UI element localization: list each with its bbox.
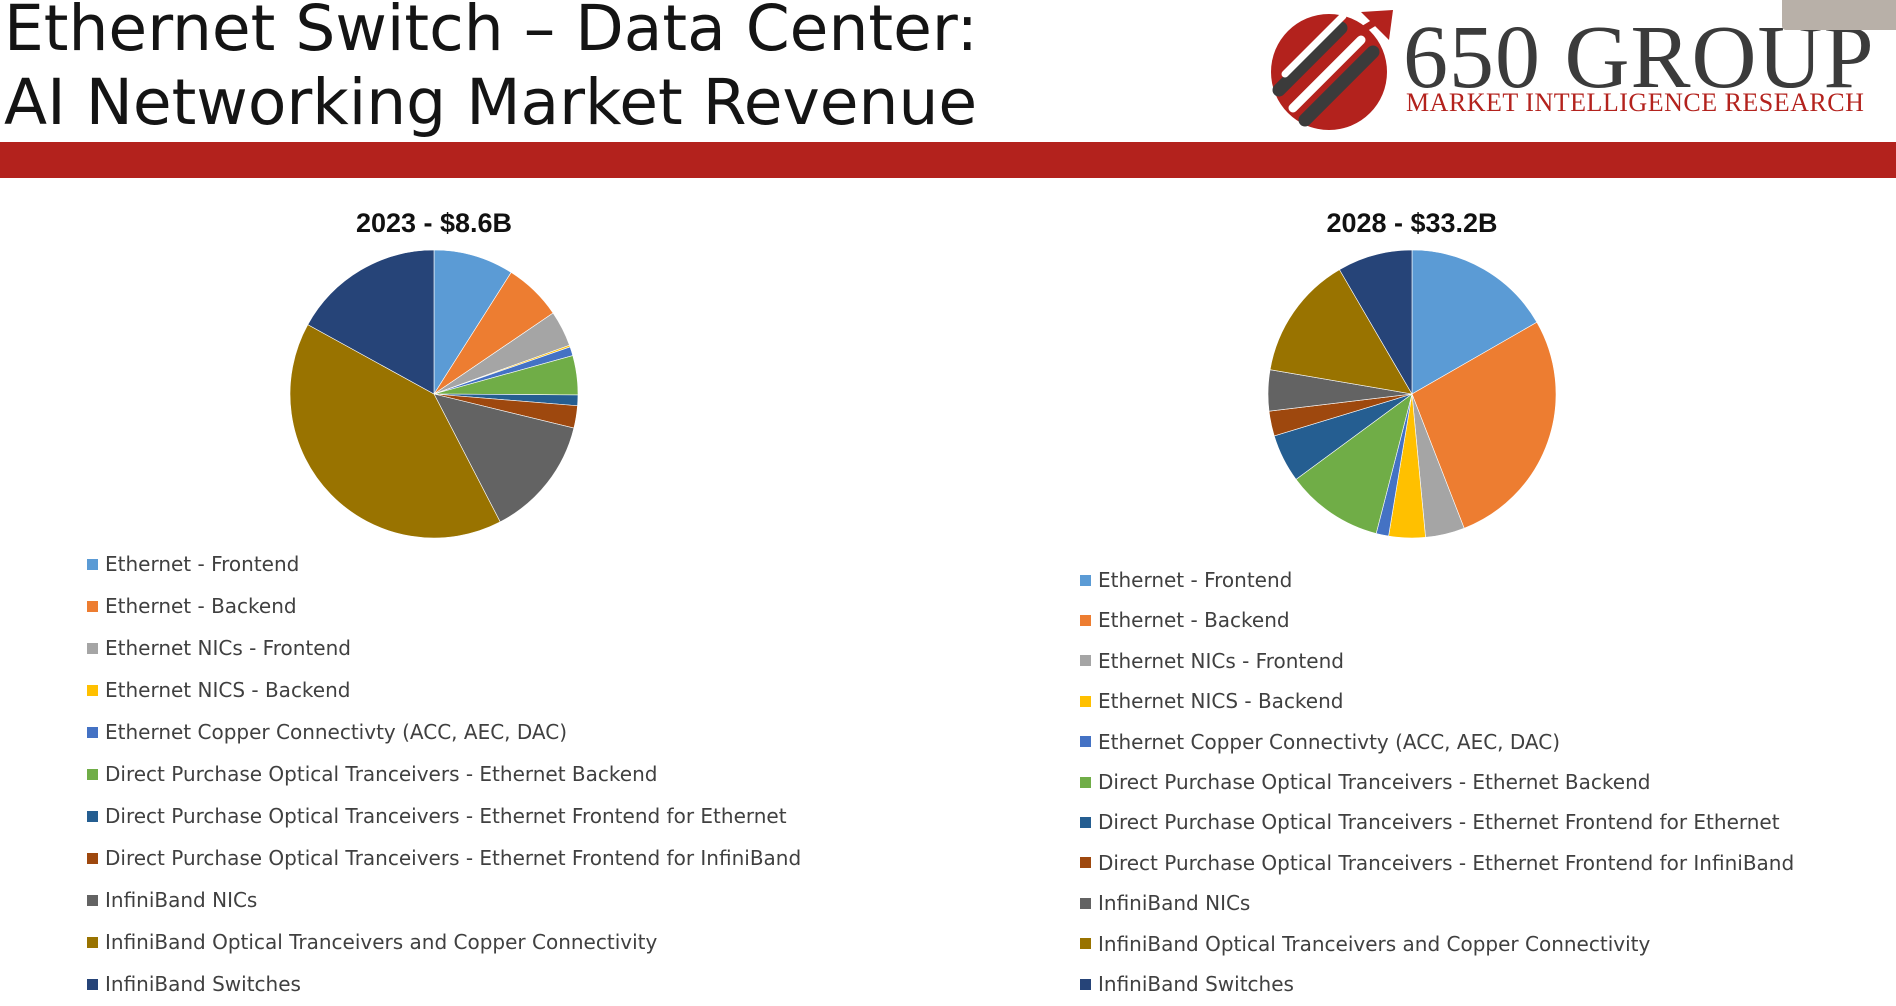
legend-swatch — [87, 852, 98, 864]
pie-slice — [307, 249, 435, 395]
legend-swatch — [1080, 938, 1091, 950]
pie-plot — [1267, 249, 1557, 539]
legend-item: Direct Purchase Optical Tranceivers - Et… — [87, 804, 787, 828]
legend-swatch — [1080, 655, 1091, 667]
legend-swatch — [1080, 574, 1091, 586]
legend-swatch — [87, 558, 98, 570]
pie-slice — [433, 393, 575, 523]
legend-label: Ethernet - Backend — [1098, 608, 1290, 633]
legend-swatch — [1080, 695, 1091, 707]
pie-chart-2028: 2028 - $33.2B Ethernet - Frontend Etherne… — [930, 200, 1896, 1006]
pie-slice — [1269, 269, 1413, 395]
legend-item: Ethernet - Frontend — [87, 552, 299, 576]
legend-item: Ethernet NICS - Backend — [87, 678, 350, 702]
legend-label: Ethernet Copper Connectivty (ACC, AEC, D… — [1098, 729, 1561, 754]
legend-item: Ethernet Copper Connectivty (ACC, AEC, D… — [1080, 730, 1560, 754]
legend-item: Ethernet Copper Connectivty (ACC, AEC, D… — [87, 720, 567, 744]
corner-thumbnail — [1782, 0, 1896, 30]
legend-swatch — [87, 894, 98, 906]
legend-item: InfiniBand Optical Tranceivers and Coppe… — [87, 930, 657, 954]
legend-label: InfiniBand Switches — [1098, 972, 1294, 996]
legend-item: Ethernet NICs - Frontend — [87, 636, 351, 660]
pie-slice — [1411, 249, 1538, 395]
legend-item: Ethernet NICs - Frontend — [1080, 649, 1344, 673]
legend-item: Direct Purchase Optical Tranceivers - Et… — [87, 846, 801, 870]
legend-label: InfiniBand NICs — [105, 888, 258, 912]
legend-label: InfiniBand Optical Tranceivers and Coppe… — [1098, 931, 1651, 956]
slide-title: Ethernet Switch – Data Center: AI Networ… — [4, 0, 978, 140]
legend-swatch — [1080, 776, 1091, 788]
legend-item: InfiniBand NICs — [1080, 891, 1250, 915]
legend-swatch — [87, 600, 98, 612]
legend-swatch — [1080, 816, 1091, 828]
legend-swatch — [1080, 978, 1091, 990]
legend-item: Ethernet - Backend — [1080, 608, 1290, 632]
legend-label: Ethernet - Frontend — [105, 552, 300, 576]
chart-title: 2028 - $33.2B — [1326, 208, 1498, 238]
pie-plot — [289, 249, 579, 539]
legend-swatch — [87, 978, 98, 990]
header-band — [0, 142, 1896, 178]
logo-tagline: MARKET INTELLIGENCE RESEARCH — [1406, 88, 1865, 117]
legend-label: Direct Purchase Optical Tranceivers - Et… — [105, 804, 787, 828]
legend-swatch — [87, 768, 98, 780]
legend-swatch — [1080, 736, 1091, 748]
legend-label: InfiniBand Switches — [105, 972, 301, 996]
slide-title-line-2: AI Networking Market Revenue — [4, 66, 978, 139]
slide-title-line-1: Ethernet Switch – Data Center: — [4, 0, 978, 65]
chart-title: 2023 - $8.6B — [355, 208, 513, 238]
legend-swatch — [87, 936, 98, 948]
pie-slice — [433, 249, 512, 396]
legend-swatch — [87, 726, 98, 738]
legend-swatch — [87, 810, 98, 822]
legend-swatch — [1080, 614, 1091, 626]
legend-label: Ethernet NICs - Frontend — [1098, 648, 1344, 673]
legend-label: Ethernet NICS - Backend — [105, 678, 351, 702]
legend-label: Ethernet NICS - Backend — [1098, 689, 1344, 714]
legend-item: Ethernet - Backend — [87, 594, 297, 618]
legend-item: Direct Purchase Optical Tranceivers - Et… — [87, 762, 657, 786]
legend-swatch — [87, 642, 98, 654]
legend-label: Ethernet Copper Connectivty (ACC, AEC, D… — [105, 720, 568, 744]
legend-label: Direct Purchase Optical Tranceivers - Et… — [105, 762, 658, 786]
pie-slice — [1295, 393, 1413, 534]
legend-label: Direct Purchase Optical Tranceivers - Et… — [105, 846, 802, 870]
legend-item: Direct Purchase Optical Tranceivers - Et… — [1080, 770, 1650, 794]
legend-swatch — [87, 684, 98, 696]
legend-label: InfiniBand Optical Tranceivers and Coppe… — [105, 930, 658, 954]
legend-label: Direct Purchase Optical Tranceivers - Et… — [1098, 850, 1795, 875]
pie-slice — [1339, 249, 1413, 396]
legend-item: Direct Purchase Optical Tranceivers - Et… — [1080, 810, 1780, 834]
legend-item: InfiniBand Switches — [87, 972, 301, 996]
legend-item: Ethernet - Frontend — [1080, 568, 1292, 592]
legend-label: Ethernet - Frontend — [1098, 568, 1293, 592]
pie-chart-2023: 2023 - $8.6B Ethernet - Frontend Ethernet… — [0, 200, 930, 1006]
legend-label: Direct Purchase Optical Tranceivers - Et… — [1098, 810, 1780, 835]
legend-label: Ethernet - Backend — [105, 594, 297, 618]
legend-swatch — [1080, 857, 1091, 869]
legend-item: InfiniBand NICs — [87, 888, 257, 912]
legend-item: InfiniBand Optical Tranceivers and Coppe… — [1080, 932, 1650, 956]
legend-item: InfiniBand Switches — [1080, 972, 1294, 996]
legend-item: Direct Purchase Optical Tranceivers - Et… — [1080, 851, 1794, 875]
legend-swatch — [1080, 897, 1091, 909]
legend-label: Direct Purchase Optical Tranceivers - Et… — [1098, 770, 1651, 794]
legend-item: Ethernet NICS - Backend — [1080, 689, 1343, 713]
logo-mark-icon — [1271, 10, 1393, 130]
pie-slice — [289, 324, 501, 539]
legend-label: InfiniBand NICs — [1098, 891, 1251, 916]
legend-label: Ethernet NICs - Frontend — [105, 636, 351, 660]
pie-slice — [1411, 321, 1557, 529]
